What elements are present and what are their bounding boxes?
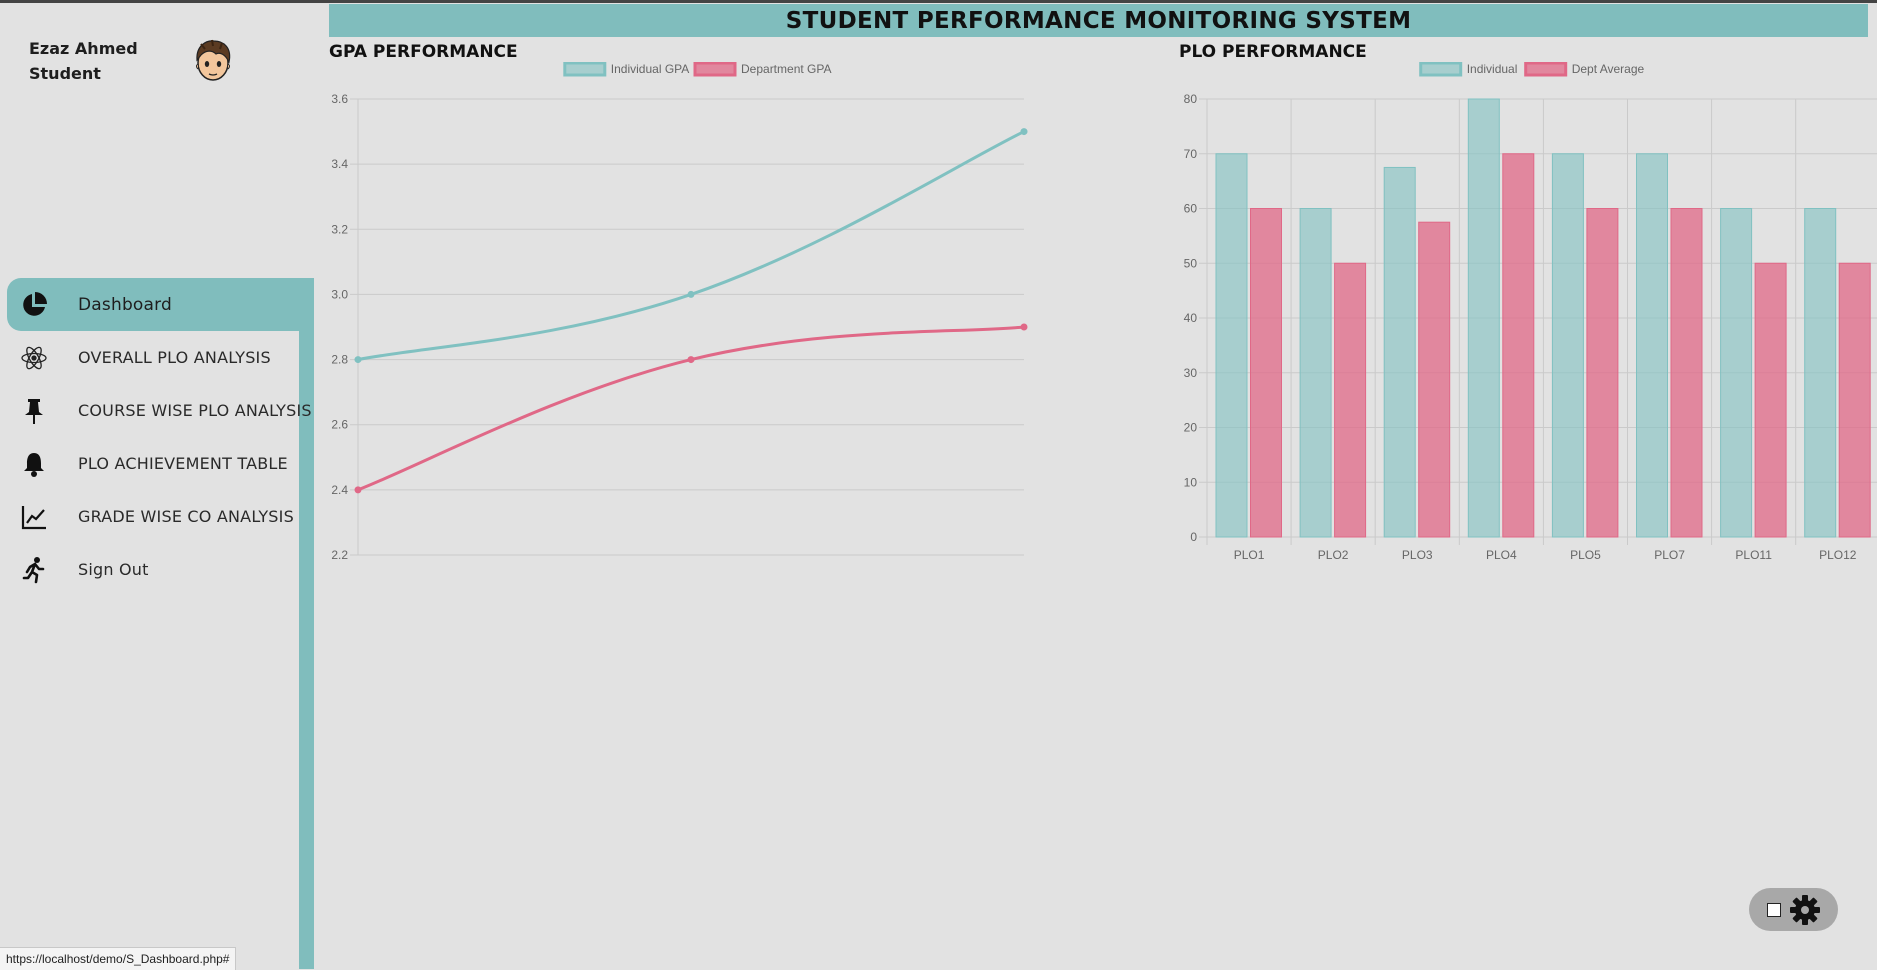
- data-point: [354, 486, 362, 494]
- atom-icon: [19, 343, 49, 373]
- status-bar-url: https://localhost/demo/S_Dashboard.php#: [0, 947, 237, 970]
- y-tick-label: 2.4: [331, 483, 348, 497]
- page-title: STUDENT PERFORMANCE MONITORING SYSTEM: [785, 7, 1412, 34]
- y-tick-label: 80: [1184, 92, 1198, 106]
- bar: [1467, 98, 1500, 538]
- x-tick-label: PLO1: [1234, 548, 1265, 562]
- bar: [1299, 208, 1332, 538]
- x-tick-label: PLO7: [1654, 548, 1685, 562]
- x-tick-label: PLO4: [1486, 548, 1517, 562]
- window-top-border: [0, 0, 1877, 3]
- pushpin-icon: [19, 396, 49, 426]
- bar: [1502, 153, 1535, 538]
- series-line: [357, 130, 1025, 362]
- sidebar-item-dashboard[interactable]: Dashboard: [7, 278, 314, 331]
- legend-label: Department GPA: [741, 62, 831, 76]
- bar: [1551, 153, 1584, 538]
- sidebar-item-sign-out[interactable]: Sign Out: [0, 543, 314, 596]
- bar: [1720, 208, 1753, 538]
- sidebar-item-grade-wise-co-analysis[interactable]: GRADE WISE CO ANALYSIS: [0, 490, 314, 543]
- sidebar-item-label: COURSE WISE PLO ANALYSIS: [78, 401, 312, 420]
- sidebar-strip-cap: [299, 3, 314, 281]
- x-tick-label: PLO5: [1570, 548, 1601, 562]
- sidebar-item-label: GRADE WISE CO ANALYSIS: [78, 507, 294, 526]
- user-role: Student: [29, 64, 101, 83]
- y-tick-label: 3.0: [331, 287, 348, 301]
- sidebar-item-label: Dashboard: [78, 294, 173, 315]
- y-tick-label: 3.4: [331, 157, 348, 171]
- legend-label: Individual: [1467, 62, 1518, 76]
- sidebar-item-course-wise-plo-analysis[interactable]: COURSE WISE PLO ANALYSIS: [0, 384, 314, 437]
- y-tick-label: 50: [1184, 256, 1198, 270]
- x-tick-label: PLO3: [1402, 548, 1433, 562]
- plo-performance-chart: 80 70 60 50 40 30 20 10 0 PLO1 PLO2 PLO3 PLO4 PLO5 PLO…: [1184, 62, 1877, 562]
- legend-swatch: [1524, 62, 1568, 77]
- user-info: Ezaz Ahmed Student: [29, 36, 159, 86]
- legend-swatch: [693, 62, 737, 77]
- bar: [1586, 208, 1619, 538]
- user-name: Ezaz Ahmed: [29, 39, 138, 58]
- data-point: [687, 356, 695, 364]
- legend-label: Dept Average: [1572, 62, 1645, 76]
- y-tick-label: 2.6: [331, 418, 348, 432]
- gpa-section-title: GPA PERFORMANCE: [329, 42, 518, 62]
- y-tick-label: 2.8: [331, 353, 348, 367]
- y-tick-label: 3.6: [331, 92, 348, 106]
- page-header: STUDENT PERFORMANCE MONITORING SYSTEM: [329, 4, 1868, 37]
- line-chart-icon: [19, 502, 49, 532]
- y-tick-label: 60: [1184, 202, 1198, 216]
- y-tick-label: 40: [1184, 311, 1198, 325]
- pie-chart-icon: [19, 290, 49, 320]
- data-point: [1020, 128, 1028, 136]
- sidebar-item-label: Sign Out: [78, 560, 149, 579]
- sidebar-item-plo-achievement-table[interactable]: PLO ACHIEVEMENT TABLE: [0, 437, 314, 490]
- running-person-icon: [19, 555, 49, 585]
- data-point: [687, 290, 695, 298]
- y-tick-label: 70: [1184, 147, 1198, 161]
- sidebar-item-label: PLO ACHIEVEMENT TABLE: [78, 454, 288, 473]
- gear-icon[interactable]: [1789, 894, 1821, 926]
- bar: [1838, 262, 1871, 538]
- series-line: [357, 325, 1025, 492]
- plo-section-title: PLO PERFORMANCE: [1179, 42, 1367, 62]
- y-tick-label: 2.2: [331, 548, 348, 562]
- y-tick-label: 20: [1184, 421, 1198, 435]
- sidebar-item-label: OVERALL PLO ANALYSIS: [78, 348, 271, 367]
- sidebar-menu: Dashboard OVERALL PLO ANALYSIS COURSE WI…: [0, 278, 314, 596]
- x-tick-label: PLO2: [1318, 548, 1349, 562]
- data-point: [1020, 323, 1028, 331]
- y-tick-label: 0: [1190, 530, 1197, 544]
- bar: [1250, 208, 1282, 538]
- bar: [1636, 153, 1668, 538]
- bar: [1670, 208, 1703, 538]
- legend-swatch: [563, 62, 607, 77]
- bar: [1754, 262, 1787, 538]
- x-tick-label: PLO11: [1735, 548, 1772, 562]
- legend-label: Individual GPA: [611, 62, 690, 76]
- y-tick-label: 10: [1184, 475, 1198, 489]
- data-point: [354, 356, 362, 364]
- gpa-performance-chart: 3.6 3.4 3.2 3.0 2.8 2.6 2.4 2.2 Individual GPA De…: [331, 62, 1028, 562]
- bar: [1334, 262, 1367, 538]
- y-tick-label: 30: [1184, 366, 1198, 380]
- bell-icon: [19, 449, 49, 479]
- bar: [1804, 208, 1837, 538]
- sidebar-item-overall-plo-analysis[interactable]: OVERALL PLO ANALYSIS: [0, 331, 314, 384]
- sidebar: Ezaz Ahmed Student: [0, 3, 299, 969]
- avatar[interactable]: [192, 38, 234, 84]
- settings-widget[interactable]: [1749, 888, 1838, 931]
- bar: [1215, 153, 1248, 538]
- x-tick-label: PLO12: [1819, 548, 1857, 562]
- settings-checkbox[interactable]: [1767, 903, 1781, 917]
- y-tick-label: 3.2: [331, 222, 348, 236]
- bar: [1383, 166, 1416, 538]
- user-panel: Ezaz Ahmed Student: [0, 3, 299, 281]
- bar: [1418, 221, 1451, 538]
- legend-swatch: [1419, 62, 1463, 77]
